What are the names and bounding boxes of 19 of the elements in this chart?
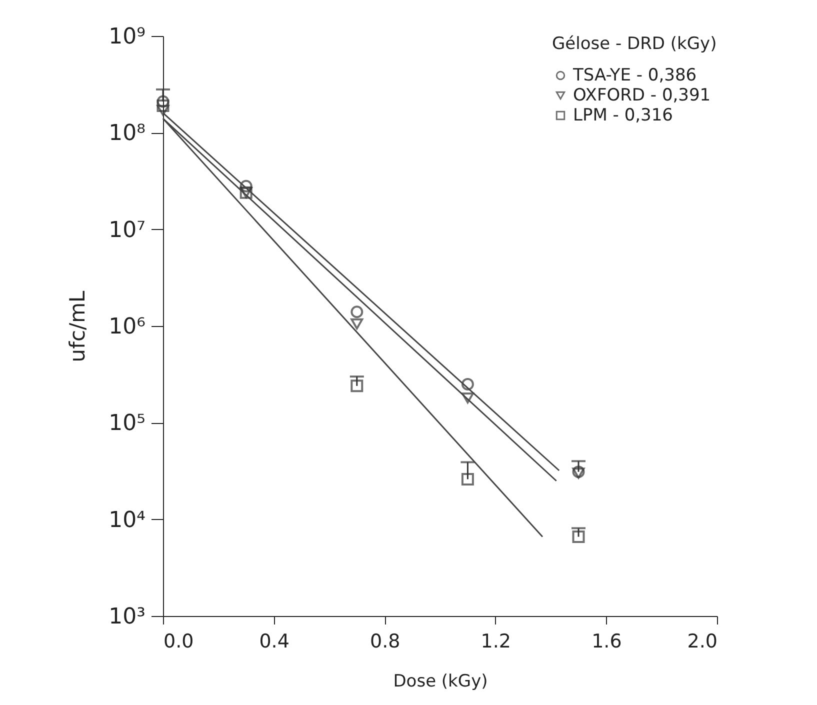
y-tick-label: 10⁴ (108, 508, 146, 533)
y-tick-label: 10⁷ (108, 218, 146, 243)
y-tick-label: 10⁹ (108, 24, 146, 50)
legend-label: LPM - 0,316 (573, 106, 673, 126)
legend-label: OXFORD - 0,391 (573, 86, 711, 106)
x-tick-label: 0.4 (259, 630, 290, 652)
y-tick-label: 10⁶ (108, 314, 146, 340)
y-tick-label: 10⁸ (108, 121, 146, 146)
y-tick-label: 10³ (108, 604, 146, 630)
x-tick-label: 1.2 (480, 630, 512, 652)
x-tick-label: 0.0 (164, 630, 194, 652)
x-tick-label: 2.0 (687, 630, 718, 652)
y-tick-label: 10⁵ (108, 411, 146, 436)
y-axis-title: ufc/mL (66, 290, 90, 362)
x-tick-label: 1.6 (592, 630, 622, 652)
legend-title: Gélose - DRD (kGy) (552, 34, 717, 54)
x-axis-title: Dose (kGy) (393, 672, 488, 692)
x-tick-label: 0.8 (370, 630, 400, 652)
legend-label: TSA-YE - 0,386 (572, 66, 697, 86)
